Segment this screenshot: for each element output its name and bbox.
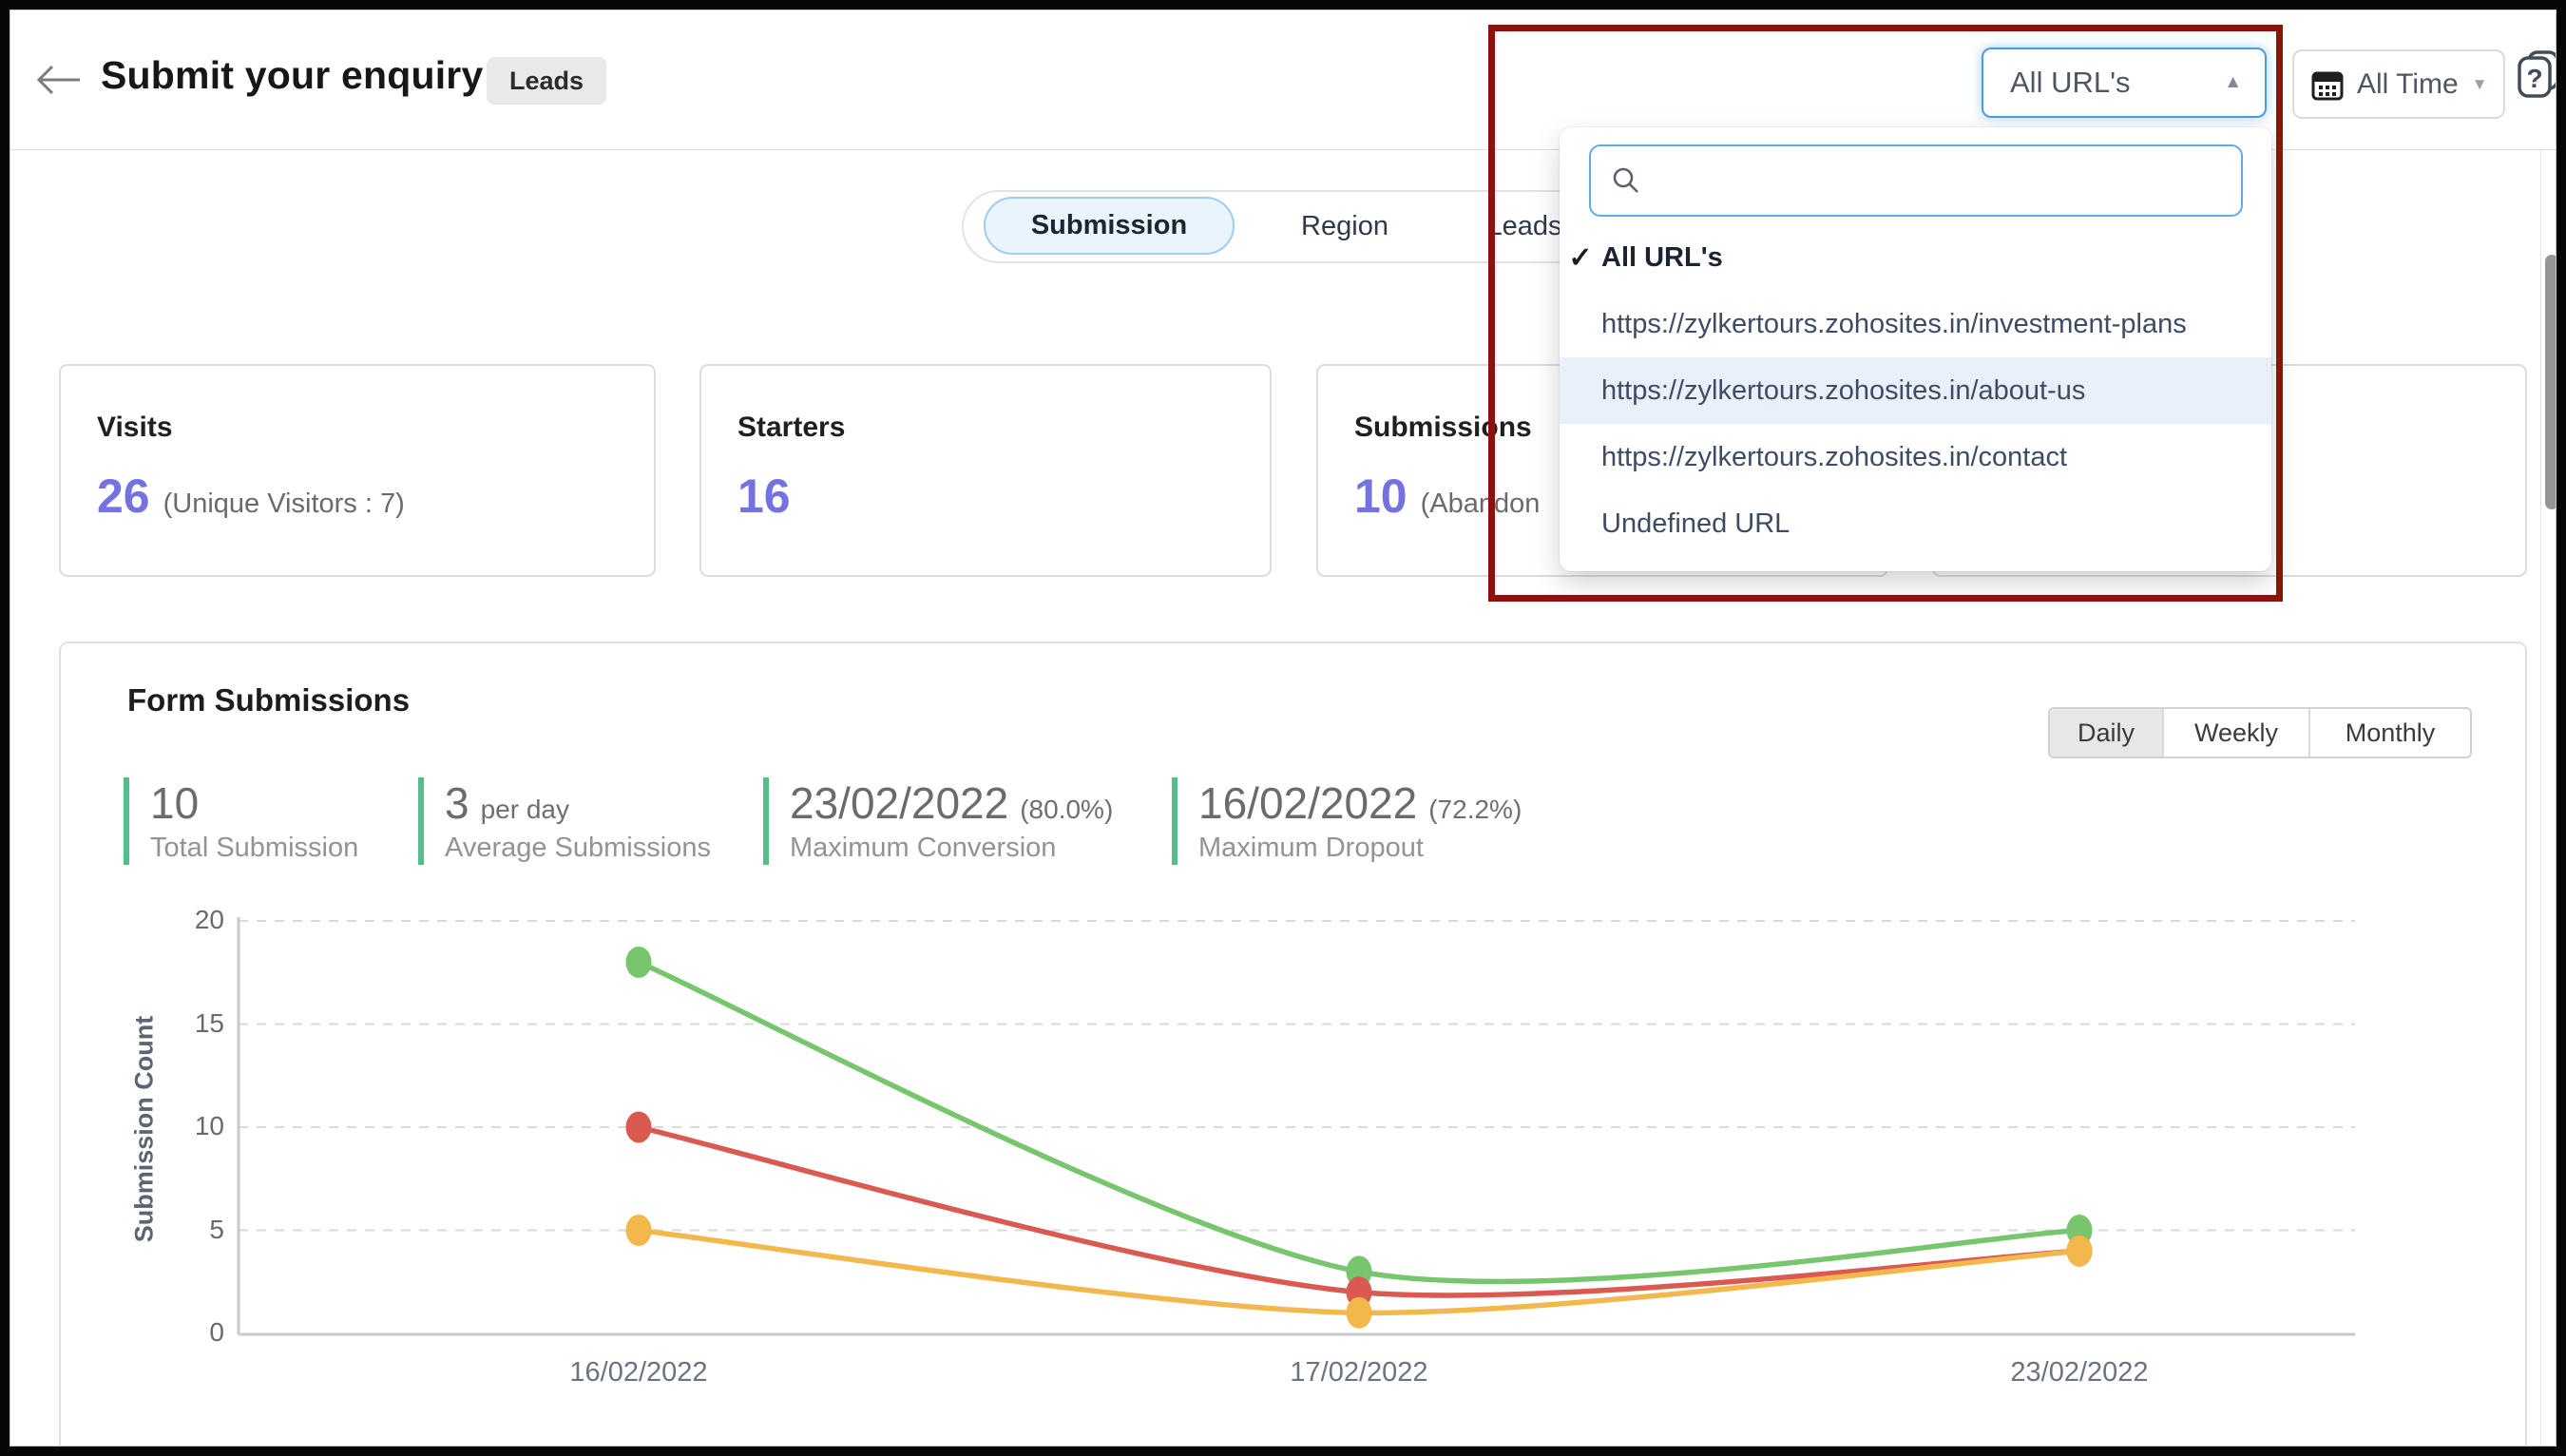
card-value: 26 xyxy=(97,469,150,523)
stat-unit: (72.2%) xyxy=(1428,795,1522,824)
x-tick-label: 23/02/2022 xyxy=(2010,1357,2149,1388)
stat-value: 3 xyxy=(445,778,469,828)
toggle-monthly[interactable]: Monthly xyxy=(2308,709,2470,757)
url-option-label: https://zylkertours.zohosites.in/about-u… xyxy=(1601,374,2086,406)
stat-value: 10 xyxy=(150,778,200,828)
stat-label: Average Submissions xyxy=(445,833,711,863)
form-submissions-panel xyxy=(59,642,2527,1456)
chevron-down-icon: ▼ xyxy=(2471,74,2488,93)
url-option[interactable]: https://zylkertours.zohosites.in/investm… xyxy=(1560,291,2271,357)
stat-value: 23/02/2022 xyxy=(790,778,1009,828)
url-filter-dropdown: ✓ All URL's https://zylkertours.zohosites.… xyxy=(1560,127,2271,571)
url-option-label: Undefined URL xyxy=(1601,508,1790,539)
card-suffix: (Abandon xyxy=(1420,489,1541,519)
y-tick-label: 20 xyxy=(194,905,224,934)
page-title: Submit your enquiry xyxy=(101,53,484,97)
svg-text:?: ? xyxy=(2526,64,2542,93)
stat-accent-bar xyxy=(124,777,129,865)
x-tick-label: 16/02/2022 xyxy=(569,1357,708,1388)
y-axis-title: Submission Count xyxy=(129,1015,159,1243)
url-search-input[interactable] xyxy=(1656,164,2222,197)
y-tick-label: 10 xyxy=(194,1111,224,1140)
tab-label: Leads xyxy=(1486,211,1562,241)
url-option[interactable]: Undefined URL xyxy=(1560,490,2271,557)
stat-unit: (80.0%) xyxy=(1020,795,1114,824)
stat-label: Maximum Dropout xyxy=(1198,833,1424,863)
card-value: 16 xyxy=(737,469,791,523)
tab-leads[interactable]: Leads xyxy=(1467,192,1581,261)
stat-unit: per day xyxy=(480,795,569,824)
view-tabs: Submission Region Leads xyxy=(962,190,1638,263)
stat-card-starters: Starters 16 xyxy=(699,364,1272,577)
y-tick-label: 0 xyxy=(209,1317,224,1347)
chevron-up-icon: ▲ xyxy=(2224,72,2242,92)
granularity-toggle: Daily Weekly Monthly xyxy=(2048,707,2472,758)
stat-card-visits: Visits 26 (Unique Visitors : 7) xyxy=(59,364,656,577)
card-value: 10 xyxy=(1354,469,1407,523)
panel-title: Form Submissions xyxy=(127,682,411,718)
tab-label: Submission xyxy=(1030,210,1188,240)
url-filter-value: All URL's xyxy=(2010,66,2131,99)
tab-region[interactable]: Region xyxy=(1273,192,1416,261)
x-tick-label: 17/02/2022 xyxy=(1290,1357,1428,1388)
stat-accent-bar xyxy=(763,777,769,865)
form-type-badge: Leads xyxy=(487,57,607,105)
tab-label: Region xyxy=(1301,211,1388,241)
url-option-label: https://zylkertours.zohosites.in/contact xyxy=(1601,441,2067,472)
stat-accent-bar xyxy=(1172,777,1178,865)
date-range-filter[interactable]: All Time ▼ xyxy=(2292,49,2505,119)
tab-submission[interactable]: Submission xyxy=(984,197,1235,255)
header-divider xyxy=(10,149,2556,150)
card-title: Submissions xyxy=(1354,412,1532,443)
help-button[interactable]: ? xyxy=(2517,49,2562,101)
stat-label: Total Submission xyxy=(150,833,359,863)
card-title: Visits xyxy=(97,412,173,443)
search-icon xyxy=(1610,164,1642,197)
back-arrow-icon[interactable] xyxy=(32,59,84,101)
url-option-label: All URL's xyxy=(1601,241,1723,273)
y-tick-label: 5 xyxy=(209,1214,224,1244)
url-option-label: https://zylkertours.zohosites.in/investm… xyxy=(1601,308,2187,339)
url-filter-select[interactable]: All URL's ▲ xyxy=(1982,48,2267,118)
stat-value: 16/02/2022 xyxy=(1198,778,1418,828)
check-icon: ✓ xyxy=(1568,241,1593,274)
toggle-weekly[interactable]: Weekly xyxy=(2162,709,2308,757)
calendar-icon xyxy=(2311,67,2344,102)
scrollbar-thumb[interactable] xyxy=(2545,255,2558,509)
y-tick-label: 15 xyxy=(194,1007,224,1038)
toggle-daily[interactable]: Daily xyxy=(2050,709,2162,757)
card-suffix: (Unique Visitors : 7) xyxy=(163,489,405,519)
scrollbar-track xyxy=(2540,150,2541,1446)
url-option[interactable]: https://zylkertours.zohosites.in/contact xyxy=(1560,424,2271,490)
date-range-value: All Time xyxy=(2357,67,2459,100)
url-option[interactable]: ✓ All URL's xyxy=(1560,224,2271,291)
stat-accent-bar xyxy=(418,777,424,865)
card-title: Starters xyxy=(737,412,846,443)
url-option[interactable]: https://zylkertours.zohosites.in/about-u… xyxy=(1560,357,2271,424)
url-search-box xyxy=(1589,144,2243,217)
stat-label: Maximum Conversion xyxy=(790,833,1057,863)
